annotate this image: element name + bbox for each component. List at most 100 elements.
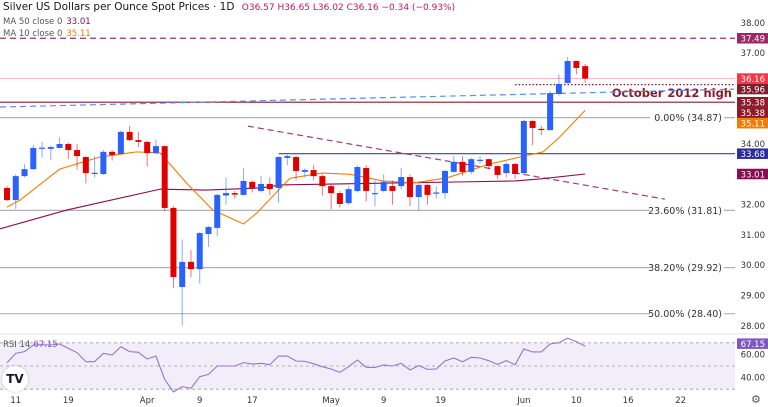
x-tick-label: 16 <box>623 396 634 406</box>
candle <box>275 156 282 204</box>
x-tick-label: 9 <box>197 396 202 406</box>
y-tick-label: 31.00 <box>741 231 765 241</box>
y-tick-label: 29.00 <box>741 292 765 302</box>
y-tick-label: 28.00 <box>741 322 765 332</box>
candle-body <box>336 193 343 204</box>
candle <box>520 119 527 175</box>
price-tag-label: 35.38 <box>741 109 765 119</box>
candle <box>477 156 484 164</box>
price-tag-label: 37.49 <box>741 35 765 45</box>
candle <box>91 156 98 178</box>
candle <box>398 168 405 190</box>
fib-0-label-bg <box>650 111 724 124</box>
x-tick-label: 11 <box>10 396 21 406</box>
rising-trendline <box>0 88 735 108</box>
candle-body <box>205 227 212 234</box>
price-tag <box>737 148 768 159</box>
candle-body <box>564 60 571 84</box>
ohlc-readout: O36.57 H36.65 L36.02 C36.16 −0.34 (−0.93… <box>242 3 455 13</box>
rsi-legend[interactable]: RSI 14 67.15 <box>3 340 58 350</box>
candle-body <box>21 169 28 177</box>
candle <box>424 183 431 205</box>
candle-body <box>363 167 370 191</box>
candle <box>284 154 291 166</box>
close-value: C36.16 <box>346 3 379 13</box>
candle-body <box>47 147 54 149</box>
candle-body <box>345 189 352 204</box>
candle <box>240 168 247 196</box>
candle <box>205 225 212 248</box>
candle <box>266 177 273 196</box>
ma10-value: 35.11 <box>66 29 91 39</box>
candle <box>389 180 396 205</box>
candle <box>74 144 81 170</box>
candle <box>47 145 54 161</box>
price-tag <box>737 117 768 129</box>
gear-icon[interactable]: ⚙ <box>751 393 761 406</box>
x-tick-label: 9 <box>381 396 386 406</box>
low-value: L36.02 <box>312 3 344 13</box>
change-value: −0.34 (−0.93%) <box>381 3 456 13</box>
candle-body <box>459 161 466 172</box>
candle-body <box>485 159 492 167</box>
candle-body <box>415 184 422 198</box>
candle <box>319 174 326 196</box>
chart-header: Silver US Dollars per Ounce Spot Prices … <box>3 1 455 13</box>
candle-body <box>144 141 151 154</box>
price-tag <box>737 33 768 44</box>
candle-body <box>117 131 124 154</box>
candle-body <box>109 151 116 155</box>
candle-body <box>74 150 81 157</box>
x-tick-label: 22 <box>675 396 686 406</box>
tradingview-logo[interactable]: TV <box>2 366 28 392</box>
candle <box>494 165 501 179</box>
candle <box>442 169 448 199</box>
ma10-label: MA 10 close 0 <box>3 29 63 39</box>
candle <box>573 60 580 75</box>
ma50-line <box>0 173 586 230</box>
x-tick-label: May <box>322 396 340 406</box>
candle-body <box>529 120 536 128</box>
fib-38-2-label: 38.20% (29.92) <box>648 263 722 274</box>
candle-body <box>328 186 335 194</box>
fib-38-2-label-bg <box>650 261 724 274</box>
candle <box>485 158 492 170</box>
price-tag-label: 36.16 <box>741 75 765 85</box>
candle <box>415 183 422 211</box>
ma10-legend[interactable]: MA 10 close 0 35.11 <box>3 29 91 39</box>
candle <box>529 119 536 145</box>
candle <box>371 180 378 207</box>
rsi-label: RSI 14 <box>3 340 31 350</box>
candle <box>406 174 413 207</box>
price-tag-label: 33.01 <box>741 170 765 180</box>
candle <box>459 156 466 176</box>
rsi-value: 67.15 <box>33 340 58 350</box>
price-tag-label: 35.96 <box>741 85 765 95</box>
candle-body <box>56 144 63 148</box>
candle-body <box>231 193 238 195</box>
candle <box>354 165 361 193</box>
price-tag-label: 35.11 <box>741 119 765 129</box>
price-tag <box>737 107 768 118</box>
price-tag <box>737 96 768 108</box>
candle-body <box>424 184 431 195</box>
x-tick-label: 10 <box>571 396 582 406</box>
candle-body <box>135 140 142 142</box>
candle-body <box>371 193 378 195</box>
candle <box>135 131 142 148</box>
candle-body <box>65 144 72 151</box>
candle-body <box>196 233 203 270</box>
candle <box>433 186 440 199</box>
candle <box>39 141 46 158</box>
rsi-tick-label: 40.00 <box>741 374 765 384</box>
candle-body <box>354 167 361 191</box>
candle <box>310 165 317 181</box>
ma50-legend[interactable]: MA 50 close 0 33.01 <box>3 17 91 27</box>
candle-body <box>293 157 300 171</box>
candle-body <box>301 170 308 172</box>
price-tag <box>737 168 768 180</box>
candle <box>117 130 124 155</box>
candle-body <box>582 66 589 79</box>
candle <box>231 190 238 199</box>
